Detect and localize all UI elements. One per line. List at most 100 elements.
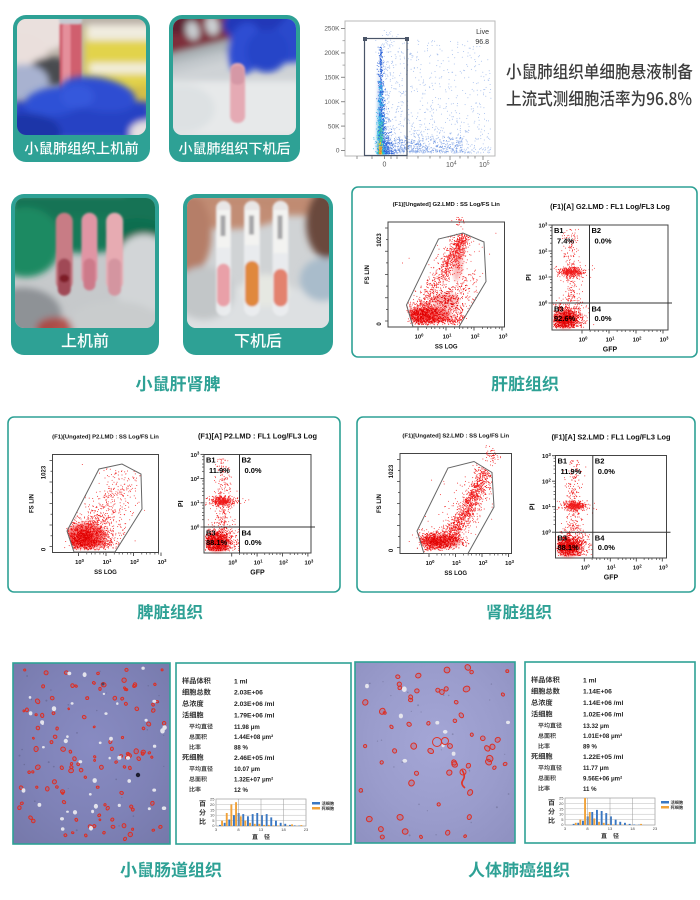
- svg-text:101: 101: [103, 558, 112, 566]
- svg-text:150K: 150K: [324, 75, 340, 82]
- svg-text:B3: B3: [206, 529, 216, 538]
- svg-text:B3: B3: [554, 305, 564, 314]
- svg-text:(F1)[A] S2.LMD : FL1 Log/FL3 L: (F1)[A] S2.LMD : FL1 Log/FL3 Log: [551, 433, 671, 442]
- svg-text:101: 101: [539, 273, 548, 281]
- svg-text:13: 13: [259, 827, 264, 832]
- svg-text:101: 101: [607, 563, 616, 571]
- svg-text:101: 101: [443, 332, 452, 340]
- svg-text:13.32 μm: 13.32 μm: [583, 723, 610, 730]
- svg-text:1.44E+08 μm²: 1.44E+08 μm²: [234, 734, 273, 741]
- svg-text:FS LIN: FS LIN: [30, 494, 36, 513]
- svg-text:B1: B1: [558, 457, 568, 466]
- svg-text:0: 0: [42, 547, 48, 551]
- svg-text:0.0%: 0.0%: [245, 538, 262, 547]
- svg-text:100: 100: [581, 563, 590, 571]
- svg-text:2.46E+05 /ml: 2.46E+05 /ml: [234, 755, 274, 762]
- svg-text:0: 0: [336, 148, 340, 155]
- svg-text:Live: Live: [476, 29, 489, 36]
- svg-text:0: 0: [389, 548, 395, 552]
- svg-text:B1: B1: [554, 226, 564, 235]
- svg-text:B4: B4: [595, 534, 605, 543]
- svg-text:0: 0: [212, 823, 215, 828]
- svg-text:101: 101: [606, 335, 615, 343]
- svg-text:SS LOG: SS LOG: [444, 571, 467, 577]
- svg-text:103: 103: [191, 451, 200, 459]
- svg-text:15: 15: [559, 806, 564, 811]
- svg-text:1 ml: 1 ml: [234, 678, 248, 685]
- svg-text:103: 103: [660, 335, 669, 343]
- svg-text:100: 100: [191, 523, 200, 531]
- svg-text:PI: PI: [178, 500, 185, 507]
- svg-text:1023: 1023: [42, 465, 48, 479]
- svg-text:PI: PI: [530, 503, 537, 510]
- svg-text:0.0%: 0.0%: [598, 543, 615, 552]
- svg-text:23: 23: [653, 826, 658, 831]
- svg-text:102: 102: [633, 563, 642, 571]
- svg-text:102: 102: [542, 477, 551, 485]
- svg-text:25: 25: [559, 796, 564, 801]
- svg-text:100: 100: [75, 558, 84, 566]
- svg-text:1.32E+07 μm²: 1.32E+07 μm²: [234, 777, 273, 784]
- svg-text:1.14E+06 /ml: 1.14E+06 /ml: [583, 700, 623, 707]
- svg-text:11.98 μm: 11.98 μm: [234, 724, 260, 731]
- svg-text:100: 100: [228, 558, 237, 566]
- svg-text:(F1)[A] G2.LMD : FL1 Log/FL3 L: (F1)[A] G2.LMD : FL1 Log/FL3 Log: [550, 202, 670, 211]
- svg-text:250K: 250K: [324, 26, 340, 33]
- svg-text:1 ml: 1 ml: [583, 677, 597, 684]
- svg-text:1.14E+06: 1.14E+06: [583, 689, 612, 696]
- svg-text:25: 25: [210, 797, 215, 802]
- svg-text:20: 20: [559, 801, 564, 806]
- svg-text:20: 20: [210, 802, 215, 807]
- svg-text:3: 3: [564, 826, 567, 831]
- svg-text:SS LOG: SS LOG: [94, 570, 117, 576]
- svg-text:13: 13: [608, 826, 613, 831]
- svg-text:12 %: 12 %: [234, 787, 248, 794]
- svg-text:96.8: 96.8: [475, 39, 489, 46]
- svg-text:8: 8: [586, 826, 589, 831]
- svg-text:8: 8: [237, 827, 240, 832]
- svg-text:PI: PI: [526, 274, 533, 281]
- svg-text:3: 3: [215, 827, 218, 832]
- svg-text:15: 15: [210, 807, 215, 812]
- svg-text:2.03E+06: 2.03E+06: [234, 690, 263, 697]
- svg-text:11.9%: 11.9%: [561, 467, 582, 476]
- svg-text:B4: B4: [242, 529, 252, 538]
- svg-text:100: 100: [426, 559, 435, 567]
- svg-text:SS LOG: SS LOG: [435, 345, 458, 351]
- svg-text:0.0%: 0.0%: [245, 466, 262, 475]
- svg-text:0.0%: 0.0%: [598, 467, 615, 476]
- svg-text:103: 103: [505, 559, 514, 567]
- svg-text:B2: B2: [595, 457, 605, 466]
- svg-text:FS LIN: FS LIN: [365, 265, 371, 284]
- svg-text:0: 0: [561, 822, 564, 827]
- svg-text:100: 100: [542, 528, 551, 536]
- svg-text:(F1)[Ungated] S2.LMD : SS Log/: (F1)[Ungated] S2.LMD : SS Log/FS Lin: [402, 434, 509, 440]
- svg-text:102: 102: [279, 558, 288, 566]
- svg-text:88 %: 88 %: [234, 745, 248, 752]
- svg-text:101: 101: [191, 499, 200, 507]
- svg-text:B3: B3: [558, 534, 568, 543]
- svg-text:101: 101: [542, 503, 551, 511]
- svg-text:1.79E+06 /ml: 1.79E+06 /ml: [234, 713, 274, 720]
- svg-text:102: 102: [633, 335, 642, 343]
- svg-text:105: 105: [479, 160, 490, 169]
- svg-text:(F1)[A] P2.LMD : FL1 Log/FL3 L: (F1)[A] P2.LMD : FL1 Log/FL3 Log: [198, 432, 318, 441]
- svg-text:7.4%: 7.4%: [557, 237, 574, 246]
- svg-text:FS LIN: FS LIN: [377, 494, 383, 513]
- svg-text:103: 103: [158, 558, 167, 566]
- svg-text:5: 5: [561, 817, 564, 822]
- svg-text:0: 0: [377, 322, 383, 326]
- svg-text:GFP: GFP: [604, 575, 619, 582]
- svg-text:11.9%: 11.9%: [209, 466, 230, 475]
- svg-text:103: 103: [659, 563, 668, 571]
- svg-text:(F1)[Ungated] P2.LMD : SS Log/: (F1)[Ungated] P2.LMD : SS Log/FS Lin: [52, 435, 159, 441]
- svg-text:103: 103: [539, 221, 548, 229]
- svg-text:101: 101: [254, 558, 263, 566]
- svg-text:9.56E+06 μm²: 9.56E+06 μm²: [583, 776, 622, 783]
- svg-text:92.6%: 92.6%: [554, 314, 576, 323]
- svg-text:11.77 μm: 11.77 μm: [583, 765, 609, 772]
- svg-text:1.02E+06 /ml: 1.02E+06 /ml: [583, 712, 623, 719]
- svg-text:GFP: GFP: [603, 347, 618, 354]
- svg-text:100: 100: [415, 332, 424, 340]
- svg-text:1.22E+05 /ml: 1.22E+05 /ml: [583, 754, 623, 761]
